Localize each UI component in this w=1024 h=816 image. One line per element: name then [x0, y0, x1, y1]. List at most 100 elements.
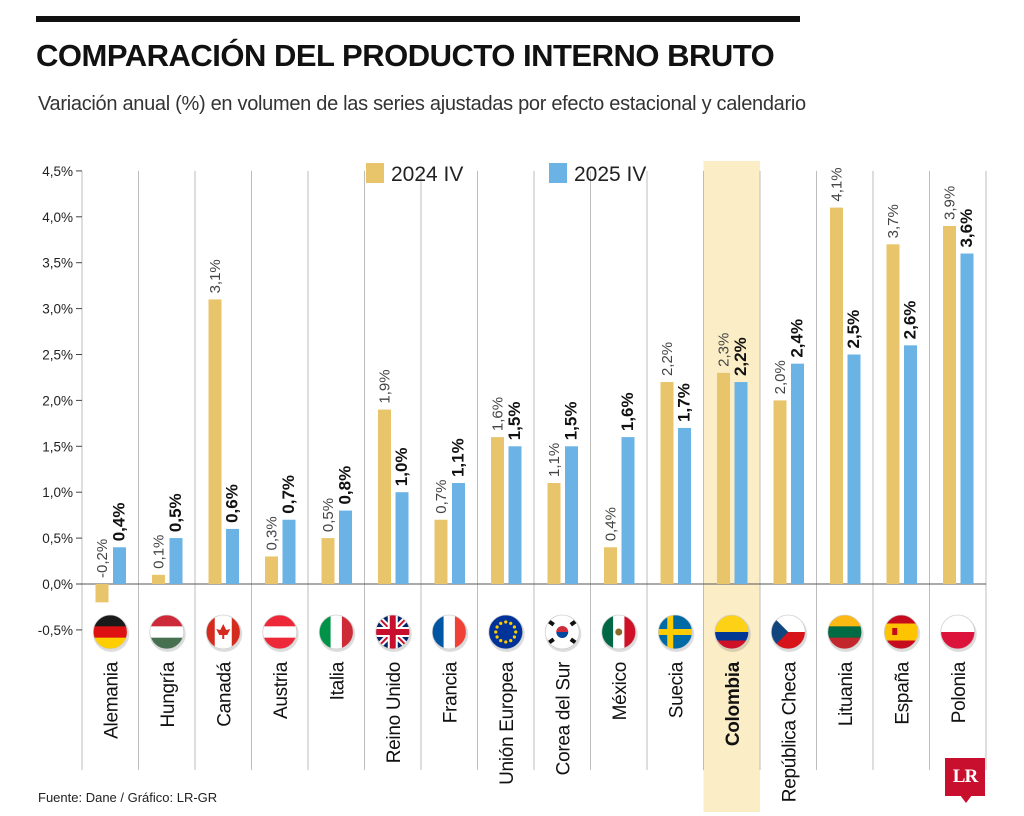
bar-2025-unión-europea	[508, 446, 522, 584]
bar-2024-colombia	[717, 372, 730, 584]
lr-logo: LR	[945, 758, 985, 796]
flag-rim	[205, 614, 241, 650]
value-label-2024: 2,0%	[772, 360, 789, 394]
value-label-2025: 2,5%	[844, 310, 863, 349]
y-tick-label: 3,0%	[42, 302, 73, 317]
value-label-2024: 0,7%	[433, 480, 450, 514]
value-label-2024: 3,7%	[885, 204, 902, 238]
value-label-2024: 1,9%	[377, 369, 394, 403]
value-label-2024: 1,1%	[546, 443, 563, 477]
bar-2024-república-checa	[773, 400, 787, 584]
value-label-2025: 0,8%	[336, 466, 355, 505]
bar-2024-unión-europea	[491, 437, 504, 584]
flag-rim	[92, 614, 128, 650]
source-note: Fuente: Dane / Gráfico: LR-GR	[38, 790, 218, 805]
value-label-2025: 1,5%	[505, 402, 524, 441]
value-label-2025: 1,0%	[392, 447, 411, 486]
category-label-república-checa: República Checa	[779, 661, 800, 802]
y-tick-label: 3,5%	[42, 256, 73, 271]
bar-2024-corea-del-sur	[547, 483, 561, 584]
flag-rim	[601, 614, 637, 650]
category-label-polonia: Polonia	[949, 661, 970, 723]
category-label-austria: Austria	[271, 661, 292, 719]
value-label-2024: 3,1%	[207, 259, 224, 293]
value-label-2025: 0,4%	[110, 503, 129, 542]
category-label-méxico: México	[610, 662, 631, 720]
spain-flag-icon	[884, 615, 919, 649]
austria-flag-icon	[262, 615, 297, 649]
flag-rim	[940, 614, 976, 650]
colombia-flag-icon	[714, 615, 749, 649]
france-flag-icon	[432, 615, 467, 649]
lr-logo-tail	[960, 795, 972, 803]
value-label-2025: 1,5%	[562, 402, 581, 441]
poland-flag-icon	[940, 615, 975, 649]
canada-flag-icon	[206, 615, 241, 649]
category-label-reino-unido: Reino Unido	[384, 662, 405, 763]
bar-2024-reino-unido	[378, 409, 391, 584]
category-label-españa: España	[892, 661, 913, 724]
bar-2025-corea-del-sur	[565, 446, 578, 584]
bar-2025-canadá	[226, 528, 239, 584]
bar-2024-alemania	[95, 584, 109, 603]
bar-2025-colombia	[734, 382, 748, 584]
category-label-lituania: Lituania	[836, 661, 857, 726]
value-label-2024: 0,5%	[320, 498, 337, 532]
bar-2024-polonia	[943, 225, 956, 585]
flag-rim	[544, 614, 580, 650]
value-label-2025: 1,7%	[675, 383, 694, 422]
bar-2025-suecia	[678, 427, 691, 584]
flag-rim	[318, 614, 354, 650]
value-label-2024: 2,2%	[659, 342, 676, 376]
category-label-hungría: Hungría	[158, 661, 179, 727]
y-tick-label: 0,5%	[42, 531, 73, 546]
flag-rim	[827, 614, 863, 650]
category-label-suecia: Suecia	[666, 661, 687, 718]
bar-2025-hungría	[169, 538, 183, 584]
category-label-canadá: Canadá	[214, 661, 235, 726]
y-tick-label: 0,0%	[42, 577, 73, 592]
mexico-flag-icon	[601, 615, 636, 649]
value-label-2025: 2,4%	[788, 319, 807, 358]
bar-2025-francia	[452, 483, 465, 584]
sweden-flag-icon	[658, 615, 693, 649]
legend-label: 2025 IV	[574, 163, 646, 186]
value-label-2025: 0,6%	[223, 484, 242, 523]
flag-rim	[770, 614, 806, 650]
bar-2025-austria	[282, 519, 296, 584]
category-label-italia: Italia	[327, 661, 348, 700]
value-label-2025: 2,2%	[731, 337, 750, 376]
bar-2025-italia	[339, 510, 352, 584]
value-label-2024: 0,1%	[151, 535, 168, 569]
value-label-2024: 0,4%	[603, 507, 620, 541]
flag-rim	[149, 614, 185, 650]
italy-flag-icon	[319, 615, 354, 649]
bar-2025-alemania	[113, 547, 126, 584]
value-label-2025: 1,1%	[449, 438, 468, 477]
value-label-2024: 1,6%	[490, 397, 507, 431]
category-label-unión-europea: Unión Europea	[497, 661, 518, 785]
bar-2024-méxico	[604, 547, 617, 584]
hungary-flag-icon	[149, 615, 184, 649]
y-tick-label: 2,5%	[42, 348, 73, 363]
bar-2025-españa	[904, 345, 917, 584]
bar-2024-españa	[886, 244, 900, 584]
bar-2024-canadá	[208, 299, 222, 584]
bar-2024-francia	[434, 519, 448, 584]
eu-flag-icon	[488, 615, 523, 649]
bar-2024-lituania	[830, 207, 843, 584]
germany-flag-icon	[93, 615, 128, 649]
highlight-column-colombia	[703, 160, 760, 812]
value-label-2025: 3,6%	[957, 209, 976, 248]
y-tick-label: 1,0%	[42, 485, 73, 500]
bar-2025-reino-unido	[395, 492, 409, 584]
flag-rim	[488, 614, 524, 650]
value-label-2025: 2,6%	[901, 301, 920, 340]
flag-rim	[262, 614, 298, 650]
value-label-2025: 0,5%	[166, 493, 185, 532]
legend-label: 2024 IV	[391, 163, 463, 186]
y-tick-label: 4,5%	[42, 164, 73, 179]
category-label-colombia: Colombia	[723, 661, 744, 746]
chart-title: COMPARACIÓN DEL PRODUCTO INTERNO BRUTO	[36, 38, 775, 73]
bar-2024-suecia	[660, 382, 674, 584]
